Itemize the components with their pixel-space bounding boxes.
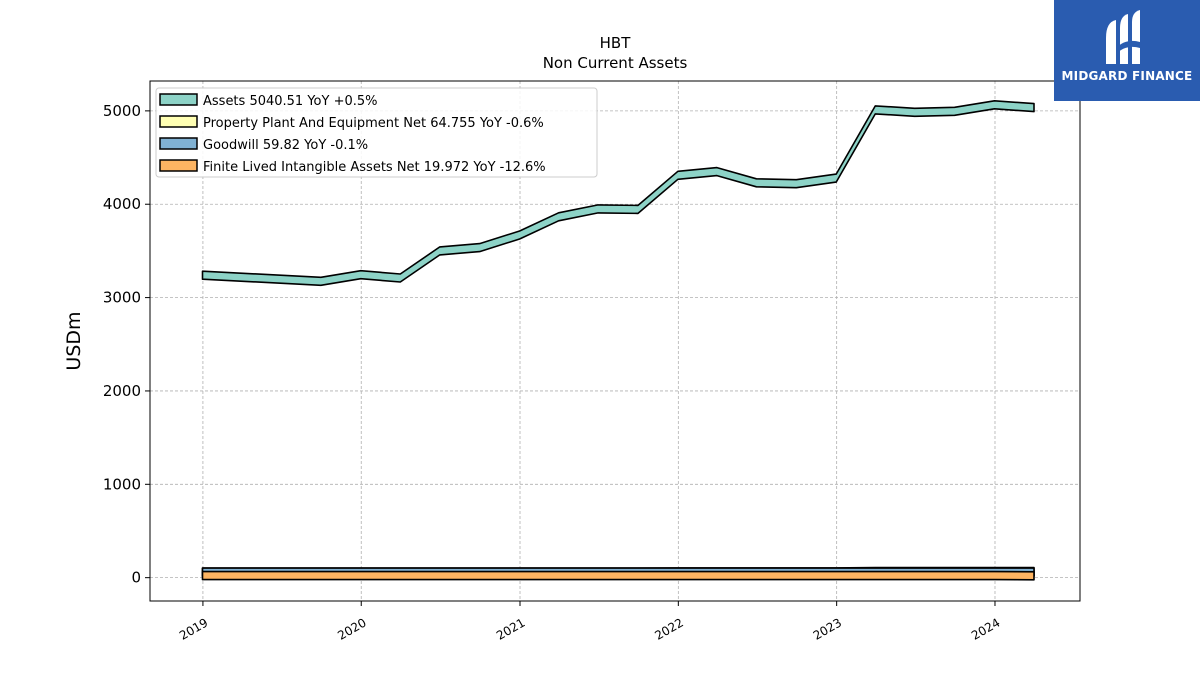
series-band-finite-lived-intangible-assets-net — [201, 570, 1035, 581]
chart-subtitle: Non Current Assets — [543, 54, 688, 72]
legend-swatch — [159, 115, 198, 128]
brand-name: MIDGARD FINANCE — [1061, 69, 1193, 83]
plot-frame — [149, 80, 1081, 602]
legend-label: Assets 5040.51 YoY +0.5% — [203, 94, 378, 109]
legend-label: Finite Lived Intangible Assets Net 19.97… — [203, 160, 546, 175]
series-band-assets — [201, 100, 1035, 287]
y-tick-label: 3000 — [103, 289, 141, 307]
legend-swatch — [159, 93, 198, 106]
y-tick-label: 2000 — [103, 382, 141, 400]
y-tick-label: 1000 — [103, 475, 141, 493]
legend-swatch — [159, 137, 198, 150]
legend-box — [155, 87, 598, 178]
y-tick-label: 5000 — [103, 102, 141, 120]
legend-swatch — [159, 159, 198, 172]
y-tick-label: 0 — [131, 569, 141, 587]
brand-logo: MIDGARD FINANCE — [1054, 0, 1200, 101]
legend-label: Property Plant And Equipment Net 64.755 … — [203, 116, 544, 131]
x-tick-label: 2021 — [494, 615, 527, 642]
midgard-logo-icon — [1106, 10, 1140, 64]
x-tick-label: 2022 — [652, 615, 685, 642]
x-tick-label: 2020 — [335, 615, 368, 642]
x-tick-label: 2024 — [969, 615, 1002, 642]
chart-title: HBT — [600, 34, 632, 52]
legend-label: Goodwill 59.82 YoY -0.1% — [203, 138, 368, 153]
y-tick-label: 4000 — [103, 195, 141, 213]
y-axis-label: USDm — [63, 311, 85, 370]
x-tick-label: 2023 — [811, 615, 844, 642]
x-tick-label: 2019 — [177, 615, 210, 642]
